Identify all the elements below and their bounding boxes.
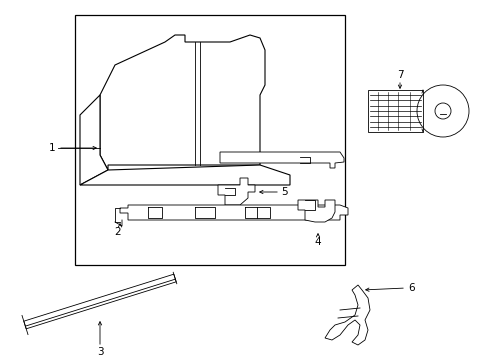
Text: 3: 3 [97,347,103,357]
Polygon shape [297,200,334,222]
Polygon shape [80,95,108,185]
Polygon shape [220,152,343,168]
Text: 4: 4 [314,237,321,247]
Bar [75,15,345,265]
Polygon shape [80,165,289,185]
Text: 1: 1 [49,143,55,153]
Polygon shape [120,205,347,220]
Polygon shape [218,178,254,205]
Text: 5: 5 [281,187,288,197]
Polygon shape [325,285,369,345]
Text: 6: 6 [408,283,414,293]
Bar [367,90,422,132]
Text: 7: 7 [396,70,403,80]
Text: 2: 2 [115,227,121,237]
Polygon shape [100,35,264,170]
Polygon shape [24,274,176,329]
